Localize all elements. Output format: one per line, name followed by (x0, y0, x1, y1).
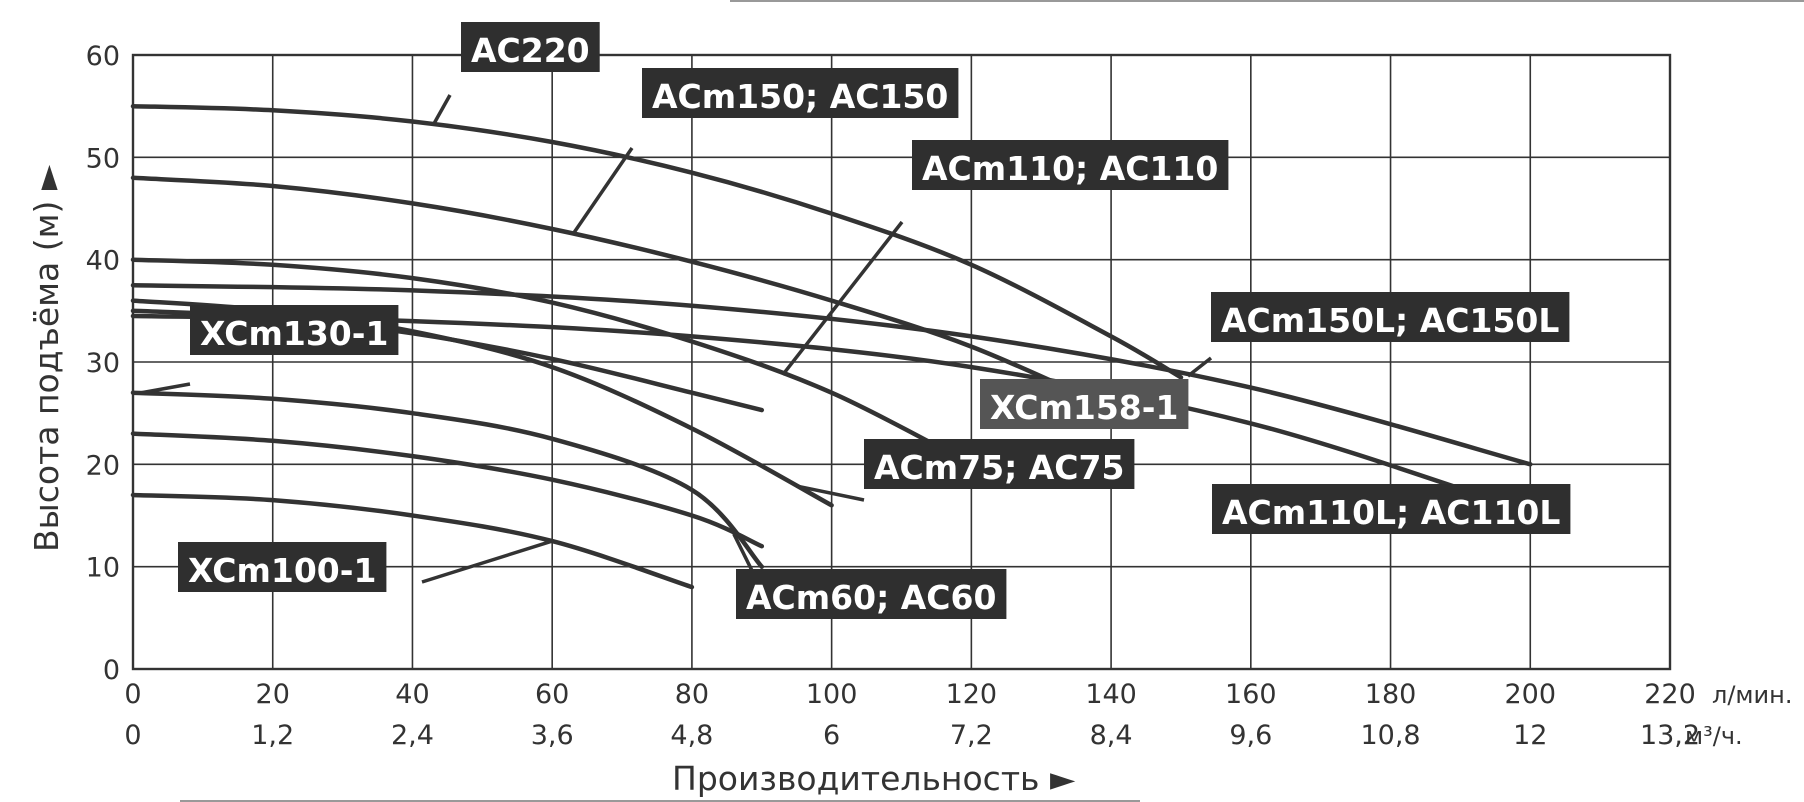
x2-unit-label: м³/ч. (1685, 722, 1743, 750)
plot-frame (131, 53, 1672, 671)
label-acm150l-ac150l: ACm150L; AC150L (1211, 292, 1570, 342)
series-label-text: ACm150; AC150 (652, 77, 948, 116)
series-label-text: ACm110; AC110 (922, 149, 1218, 188)
y-tick-label: 60 (86, 41, 120, 72)
label-box (736, 569, 1007, 619)
leader-ac220 (431, 94, 452, 126)
x2-tick-label: 8,4 (1090, 720, 1133, 751)
x-ticks-lpm: 0 20 40 60 80 100 120 140 160 180 200 220 (124, 679, 1695, 710)
series-labels: AC220 ACm150; AC150 ACm110; AC110 ACm150L; … (178, 22, 1571, 619)
label-ac220: AC220 (461, 22, 600, 72)
x-tick-label: 100 (806, 679, 858, 710)
label-xcm130-1: XCm130-1 (190, 305, 399, 355)
x2-tick-label: 7,2 (950, 720, 993, 751)
series-label-text: ACm150L; AC150L (1221, 301, 1559, 340)
x2-tick-label: 13,2 (1640, 720, 1700, 751)
x-tick-label: 40 (395, 679, 429, 710)
x-tick-label: 0 (124, 679, 141, 710)
label-box (864, 439, 1135, 489)
y-tick-label: 20 (86, 450, 120, 481)
leader-acm150-ac150 (571, 147, 634, 235)
leader-xcm100-1 (421, 539, 553, 584)
series-label-text: AC220 (471, 31, 590, 70)
label-acm110l-ac110l: ACm110L; AC110L (1212, 484, 1571, 534)
label-box (980, 379, 1189, 429)
series-label-text: ACm110L; AC110L (1222, 493, 1560, 532)
label-xcm100-1: XCm100-1 (178, 542, 387, 592)
y-axis-title: Высота подъёма (м) ► (27, 164, 66, 552)
x-tick-label: 20 (256, 679, 290, 710)
x2-tick-label: 4,8 (670, 720, 713, 751)
x2-tick-label: 1,2 (251, 720, 294, 751)
x-tick-label: 180 (1365, 679, 1417, 710)
curve-acm60-ac60 (130, 431, 765, 549)
label-acm75-ac75: ACm75; AC75 (864, 439, 1135, 489)
leader-xcm130-1 (139, 382, 191, 395)
curve-xcm130-1 (130, 390, 765, 569)
y-ticks: 0 10 20 30 40 50 60 (86, 41, 120, 686)
series-label-text: XCm100-1 (188, 551, 376, 590)
curve-acm150-ac150 (130, 175, 1114, 411)
series-label-text: XCm130-1 (200, 314, 388, 353)
y-tick-label: 10 (86, 553, 120, 584)
x-tick-label: 160 (1225, 679, 1277, 710)
x2-tick-label: 2,4 (391, 720, 434, 751)
label-box (190, 305, 399, 355)
x-tick-label: 140 (1085, 679, 1137, 710)
label-box (642, 68, 959, 118)
label-xcm158-1: XCm158-1 (980, 379, 1189, 429)
label-box (1211, 292, 1570, 342)
label-acm150-ac150: ACm150; AC150 (642, 68, 959, 118)
label-box (1212, 484, 1571, 534)
x-tick-label: 120 (946, 679, 998, 710)
x-unit-label: л/мин. (1712, 681, 1792, 709)
label-acm110-ac110: ACm110; AC110 (912, 140, 1229, 190)
x2-tick-label: 12 (1513, 720, 1547, 751)
x-tick-label: 220 (1644, 679, 1696, 710)
x2-tick-label: 3,6 (531, 720, 574, 751)
series-label-text: ACm60; AC60 (746, 578, 996, 617)
x-tick-label: 200 (1504, 679, 1556, 710)
series-label-text: ACm75; AC75 (874, 448, 1124, 487)
leader-acm150l-ac150l (1186, 356, 1213, 378)
label-acm60-ac60: ACm60; AC60 (736, 569, 1007, 619)
y-tick-label: 50 (86, 143, 120, 174)
curve-acm150l-ac150l (130, 283, 1533, 467)
leader-acm75-ac75 (796, 484, 865, 502)
leader-acm110-ac110 (781, 220, 904, 376)
curve-xcm100-1 (130, 492, 695, 590)
x2-tick-label: 6 (823, 720, 840, 751)
curve-ac220 (130, 103, 1184, 380)
x2-tick-label: 0 (124, 720, 141, 751)
x2-tick-label: 9,6 (1229, 720, 1272, 751)
x-axis-title: Производительность ► (672, 759, 1076, 798)
series-label-text: XCm158-1 (990, 388, 1178, 427)
x2-tick-label: 10,8 (1360, 720, 1420, 751)
label-box (912, 140, 1229, 190)
y-tick-label: 30 (86, 348, 120, 379)
curve-acm110-ac110 (130, 257, 974, 467)
x-tick-label: 60 (535, 679, 569, 710)
y-tick-label: 0 (103, 655, 120, 686)
x-tick-label: 80 (675, 679, 709, 710)
y-tick-label: 40 (86, 246, 120, 277)
label-box (461, 22, 600, 72)
x-ticks-m3h: 0 1,2 2,4 3,6 4,8 6 7,2 8,4 9,6 10,8 12 13,2 (124, 720, 1700, 751)
label-box (178, 542, 387, 592)
